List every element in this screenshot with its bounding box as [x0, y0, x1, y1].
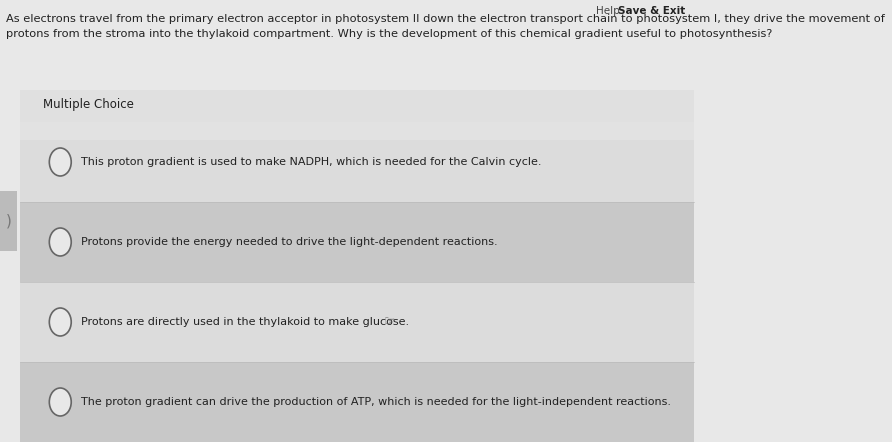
Text: Protons provide the energy needed to drive the light-dependent reactions.: Protons provide the energy needed to dri… — [80, 237, 497, 247]
Bar — [20, 282, 694, 362]
Circle shape — [49, 388, 71, 416]
Text: Protons are directly used in the thylakoid to make glucose.: Protons are directly used in the thylako… — [80, 317, 409, 327]
Text: This proton gradient is used to make NADPH, which is needed for the Calvin cycle: This proton gradient is used to make NAD… — [80, 157, 541, 167]
Bar — [20, 122, 694, 202]
Bar — [20, 362, 694, 442]
Bar — [20, 122, 694, 140]
Bar — [20, 90, 694, 122]
Text: Multiple Choice: Multiple Choice — [43, 98, 134, 111]
Bar — [20, 202, 694, 282]
Circle shape — [49, 308, 71, 336]
Text: Save & Exit: Save & Exit — [617, 6, 685, 16]
Circle shape — [49, 148, 71, 176]
Circle shape — [49, 228, 71, 256]
Text: protons from the stroma into the thylakoid compartment. Why is the development o: protons from the stroma into the thylako… — [6, 29, 772, 39]
Text: The proton gradient can drive the production of ATP, which is needed for the lig: The proton gradient can drive the produc… — [80, 397, 671, 407]
Text: Help: Help — [597, 6, 620, 16]
Text: ): ) — [5, 213, 12, 229]
Bar — [20, 90, 694, 442]
Text: ☞: ☞ — [384, 316, 395, 328]
Bar — [0, 191, 17, 251]
Text: As electrons travel from the primary electron acceptor in photosystem II down th: As electrons travel from the primary ele… — [6, 14, 885, 24]
